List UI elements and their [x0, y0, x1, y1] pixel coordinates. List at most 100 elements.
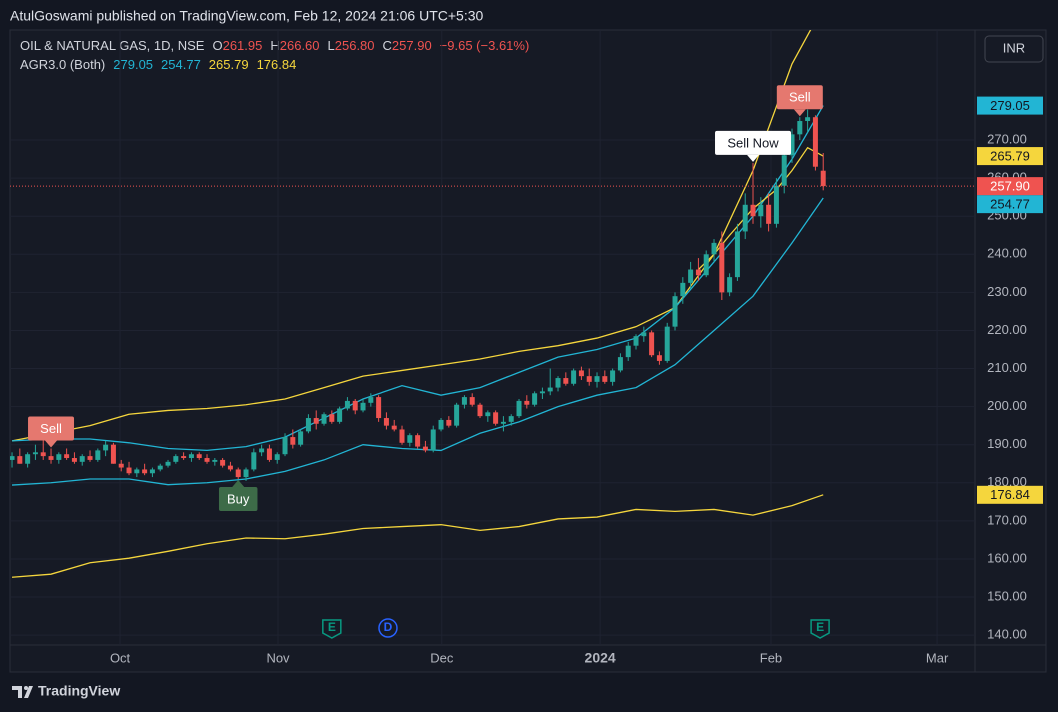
candle-body: [578, 370, 584, 377]
candle-body: [430, 429, 436, 451]
x-tick-label: Nov: [266, 650, 290, 665]
candle-body: [110, 444, 116, 464]
candle-body: [212, 459, 218, 462]
x-tick-label: Dec: [430, 650, 454, 665]
price-tag: [977, 147, 1043, 166]
candle-body: [17, 456, 23, 464]
event-icon: [810, 619, 830, 639]
candle-body: [149, 469, 155, 474]
y-tick-label: 240.00: [987, 246, 1027, 261]
candle-body: [79, 456, 85, 462]
signal-text: Sell: [40, 421, 62, 436]
indicator-line: [11, 105, 824, 452]
candle-body: [547, 387, 553, 392]
legend-item: OIL & NATURAL GAS, 1D, NSE: [20, 38, 205, 53]
candle-body: [602, 376, 608, 382]
candle-body: [516, 400, 522, 417]
event-letter: D: [384, 620, 393, 634]
y-tick-label: 270.00: [987, 131, 1027, 146]
currency-button[interactable]: [984, 35, 1044, 63]
candle-body: [391, 425, 397, 430]
event-icon: [378, 618, 398, 638]
candle-body: [407, 435, 413, 443]
candle-body: [633, 336, 639, 346]
signal-box: [715, 130, 792, 155]
price-tag-label: 257.90: [990, 179, 1030, 194]
candle-body: [586, 376, 592, 382]
candle-body: [664, 326, 670, 361]
price-tag: [977, 96, 1043, 115]
candle-body: [71, 458, 77, 462]
price-tag: [977, 485, 1043, 504]
legend-item: 261.95: [223, 38, 263, 53]
signal-box: [218, 486, 258, 511]
candle-body: [812, 117, 818, 167]
candle-body: [539, 391, 545, 394]
candle-body: [695, 269, 701, 276]
candle-body: [95, 450, 101, 460]
signal-pointer: [232, 479, 245, 487]
candle-body: [766, 204, 772, 224]
y-tick-label: 220.00: [987, 322, 1027, 337]
legend-item: C: [383, 38, 392, 53]
candle-body: [376, 397, 382, 419]
signal-text: Buy: [227, 491, 250, 506]
currency-label: INR: [1003, 40, 1025, 55]
candle-body: [703, 254, 709, 276]
candle-body: [220, 459, 226, 466]
legend-item: 176.84: [257, 57, 297, 72]
price-tag: [977, 177, 1043, 196]
legend-item: −9.65 (−3.61%): [440, 38, 530, 53]
candle-body: [157, 465, 163, 470]
candle-body: [555, 378, 561, 388]
candle-body: [352, 400, 358, 411]
candle-body: [321, 414, 327, 424]
event-letter: E: [328, 620, 336, 634]
symbol-legend: OIL & NATURAL GAS, 1D, NSE O261.95 H266.60…: [20, 38, 529, 72]
candle-body: [500, 421, 506, 424]
signal-pointer: [747, 154, 760, 162]
legend-row: OIL & NATURAL GAS, 1D, NSE O261.95 H266.60…: [20, 38, 529, 53]
candle-body: [235, 469, 241, 478]
candle-body: [625, 345, 631, 358]
y-tick-label: 200.00: [987, 398, 1027, 413]
candle-body: [64, 454, 70, 459]
candle-body: [571, 370, 577, 384]
candle-body: [617, 357, 623, 371]
y-tick-label: 160.00: [987, 550, 1027, 565]
event-icon: [322, 619, 342, 639]
candle-body: [524, 400, 530, 405]
candle-body: [719, 242, 725, 293]
legend-item: 256.80: [335, 38, 375, 53]
candle-body: [610, 370, 616, 382]
candle-body: [711, 242, 717, 255]
candle-body: [305, 418, 311, 432]
candle-body: [165, 461, 171, 466]
candle-body: [251, 452, 257, 470]
legend-item: H: [270, 38, 279, 53]
candle-body: [422, 446, 428, 451]
signal-pointer: [793, 109, 806, 117]
legend-item: L: [328, 38, 335, 53]
candle-body: [789, 134, 795, 156]
event-letter: E: [816, 620, 824, 634]
signal-text: Sell Now: [727, 135, 779, 150]
candle-body: [446, 419, 452, 426]
candle-body: [415, 435, 421, 447]
candle-body: [344, 400, 350, 409]
candle-body: [32, 452, 38, 455]
candle-body: [680, 282, 686, 297]
legend-item: AGR3.0 (Both): [20, 57, 105, 72]
candle-body: [103, 444, 109, 451]
candle-body: [383, 418, 389, 426]
x-tick-label: Oct: [110, 650, 131, 665]
candle-body: [742, 204, 748, 232]
candle-body: [656, 355, 662, 361]
candle-body: [493, 412, 499, 424]
y-tick-label: 230.00: [987, 284, 1027, 299]
signal-label: Buy: [218, 479, 258, 511]
candle-body: [243, 469, 249, 478]
brand-logo: [12, 686, 33, 698]
candle-body: [758, 204, 764, 217]
legend-item: 254.77: [161, 57, 201, 72]
